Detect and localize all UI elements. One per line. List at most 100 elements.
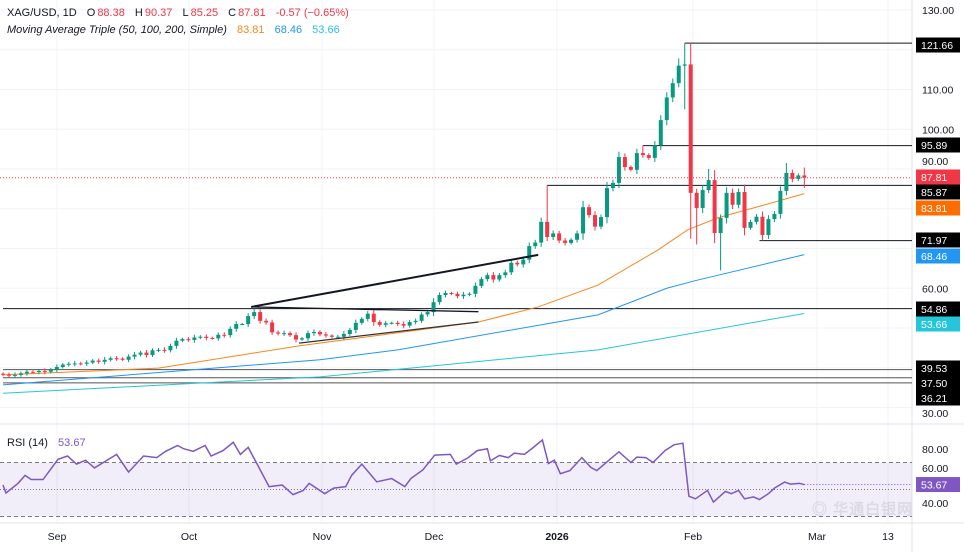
price-label: 95.89 <box>921 140 947 152</box>
candle-body <box>6 374 11 376</box>
candle-body <box>300 338 304 340</box>
price-label: 54.86 <box>921 304 947 316</box>
candle-body <box>557 233 562 241</box>
candle-body <box>84 362 89 364</box>
trendline <box>298 321 479 344</box>
candle-body <box>694 192 699 208</box>
candle-body <box>311 331 316 334</box>
price-label: 53.66 <box>921 319 947 331</box>
price-label: 83.81 <box>921 203 947 215</box>
candle-body <box>395 322 400 325</box>
candle-body <box>700 190 705 208</box>
candle-body <box>78 363 83 365</box>
candle-body <box>628 167 633 170</box>
price-label: 85.87 <box>921 187 947 199</box>
candle-body <box>54 366 59 370</box>
candle-body <box>389 322 394 324</box>
rsi-name: RSI (14) <box>7 437 48 449</box>
time-axis[interactable]: Sep Oct Nov Dec 2026 Feb Mar 13 <box>48 531 894 543</box>
candle-body <box>18 373 23 375</box>
price-label: 87.81 <box>921 172 947 184</box>
candle-body <box>30 371 35 373</box>
rsi-line <box>2 438 805 504</box>
candle-body <box>467 293 472 295</box>
candle-body <box>252 312 257 317</box>
candle-body <box>527 246 532 260</box>
candle-body <box>569 239 574 243</box>
candle-body <box>730 192 735 205</box>
price-label: 68.46 <box>921 251 947 263</box>
time-tick-label: Nov <box>313 531 332 543</box>
candle-body <box>102 359 107 362</box>
open-value: 88.38 <box>97 7 125 19</box>
candle-body <box>634 153 639 170</box>
price-label: 37.50 <box>921 378 947 390</box>
candle-body <box>443 293 448 296</box>
candle-body <box>90 360 95 363</box>
price-label-box <box>916 248 960 264</box>
candle-body <box>754 216 759 222</box>
ma50-value: 83.81 <box>236 24 265 36</box>
candle-body <box>413 320 418 323</box>
watermark-logo: ◎ 华通白银网 <box>812 501 914 518</box>
time-tick-label: Feb <box>684 531 702 543</box>
candle-body <box>497 275 502 280</box>
candle-body <box>521 259 526 265</box>
candle-body <box>796 175 801 179</box>
candle-body <box>228 328 233 336</box>
candle-body <box>305 333 310 339</box>
candle-body <box>210 337 215 339</box>
price-label-box <box>916 375 960 391</box>
price-tick-label: 110.00 <box>922 85 953 97</box>
candle-body <box>162 349 167 351</box>
candle-body <box>461 294 466 297</box>
candle-body <box>192 337 197 340</box>
price-tick-label: 90.00 <box>922 156 948 168</box>
low-label: L <box>182 7 189 19</box>
candle-body <box>599 217 603 227</box>
candle-body <box>676 65 681 84</box>
price-label-box <box>916 169 960 185</box>
watermark-text: 华通白银网 <box>833 501 914 518</box>
candle-body <box>658 120 663 146</box>
candle-body <box>545 221 550 237</box>
candle-body <box>682 64 687 66</box>
rsi-tick-label: 40.00 <box>922 498 948 510</box>
horizontal-levels <box>3 42 912 384</box>
candle-body <box>790 172 795 179</box>
candle-body <box>593 215 598 227</box>
rsi-tick-label: 80.00 <box>922 444 948 456</box>
candle-body <box>240 324 245 326</box>
candle-body <box>772 213 777 220</box>
price-axis[interactable]: 130.00 110.00 100.00 90.00 60.00 30.00 121.66 9… <box>916 5 960 510</box>
candle-body <box>610 182 615 189</box>
candle-body <box>437 295 442 303</box>
candle-body <box>132 354 137 357</box>
candle-body <box>652 145 657 158</box>
candle-body <box>485 275 490 280</box>
rsi-value: 53.67 <box>58 437 86 449</box>
candle-body <box>371 313 376 323</box>
price-label-box <box>916 200 960 216</box>
candle-body <box>270 322 275 333</box>
close-value: 87.81 <box>238 7 266 19</box>
trendline <box>251 306 479 313</box>
candle-body <box>748 221 753 228</box>
open-label: O <box>86 7 96 19</box>
candle-body <box>473 285 478 294</box>
rsi-label-box <box>916 477 960 493</box>
candle-body <box>670 83 675 98</box>
candle-body <box>174 340 179 346</box>
time-tick-label: Sep <box>48 531 67 543</box>
candle-body <box>640 153 645 156</box>
candle-body <box>347 329 352 334</box>
price-tick-label: 130.00 <box>922 5 954 17</box>
candle-body <box>377 322 382 325</box>
candle-body <box>36 370 41 373</box>
symbol-name: XAG/USD, 1D <box>7 7 77 19</box>
price-tick-label: 30.00 <box>922 408 948 420</box>
candle-body <box>509 262 514 273</box>
ma-indicator-name: Moving Average Triple (50, 100, 200, Sim… <box>7 24 227 36</box>
price-label-box <box>916 390 960 406</box>
